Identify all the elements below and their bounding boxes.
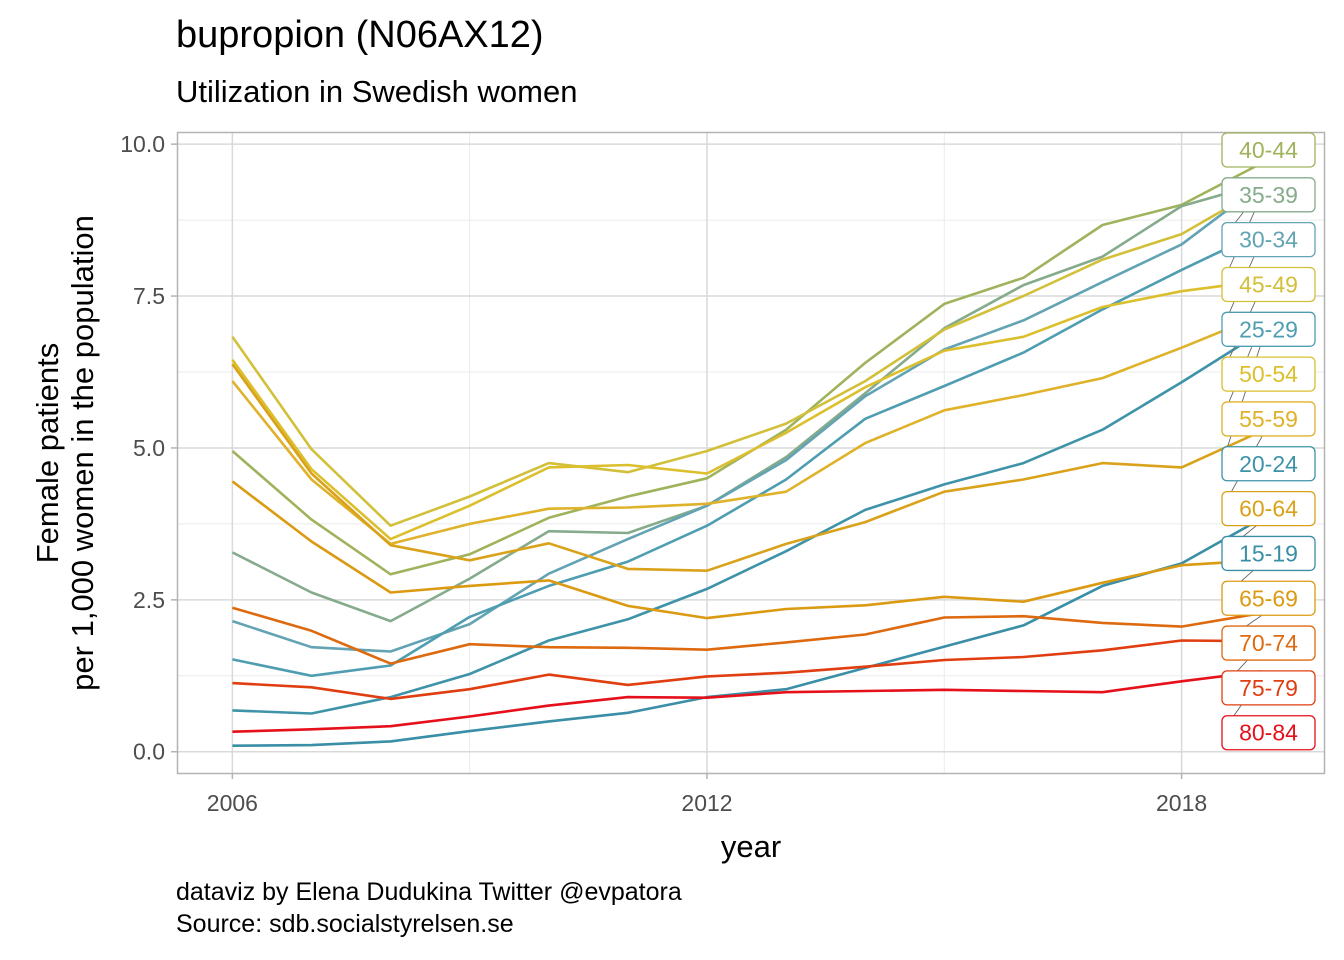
chart-subtitle: Utilization in Swedish women <box>176 74 578 109</box>
series-line-35-39 <box>231 182 1262 623</box>
series-label-40-44: 40-44 <box>1239 137 1298 163</box>
leader-line-20-24 <box>1221 332 1266 464</box>
x-tick-label: 2018 <box>1156 790 1207 816</box>
series-line-25-29 <box>232 231 1262 678</box>
y-axis: 0.0 2.5 5.0 7.5 10.0 <box>120 131 177 765</box>
caption: dataviz by Elena Dudukina Twitter @evpat… <box>176 876 682 940</box>
caption-credit: dataviz by Elena Dudukina Twitter @evpat… <box>176 878 682 906</box>
series-line-65-69 <box>231 480 1261 620</box>
y-tick-label: 7.5 <box>133 283 165 309</box>
series-label-30-34: 30-34 <box>1239 227 1298 253</box>
series-line-40-44 <box>231 162 1262 576</box>
x-axis: 2006 2012 2018 <box>207 773 1207 816</box>
series-label-box-80-84 <box>1221 715 1316 751</box>
y-tick-label: 5.0 <box>133 435 165 461</box>
series-label-box-70-74 <box>1221 625 1316 661</box>
series-label-box-35-39 <box>1221 177 1316 213</box>
series-lines <box>231 162 1262 747</box>
series-labels: 40-44 35-39 30-34 45-49 25-29 50-54 55-59 20-24… <box>1221 132 1316 751</box>
series-label-box-25-29 <box>1221 311 1316 347</box>
series-label-box-50-54 <box>1221 356 1316 392</box>
y-axis-title-line-2: per 1,000 women in the population <box>65 215 100 691</box>
series-line-70-74 <box>232 606 1261 665</box>
y-tick-label: 10.0 <box>120 131 165 157</box>
series-label-25-29: 25-29 <box>1239 316 1298 342</box>
y-axis-title-line-1: Female patients <box>30 343 65 564</box>
series-line-45-49 <box>231 187 1262 528</box>
series-label-box-60-64 <box>1221 490 1316 527</box>
series-line-55-59 <box>231 314 1262 546</box>
series-line-80-84 <box>232 670 1261 733</box>
series-label-box-15-19 <box>1221 535 1316 572</box>
series-line-75-79 <box>232 639 1261 701</box>
series-label-80-84: 80-84 <box>1239 720 1298 746</box>
minor-gridlines <box>177 132 1324 773</box>
series-label-50-54: 50-54 <box>1239 361 1298 387</box>
series-label-70-74: 70-74 <box>1239 630 1298 656</box>
chart-title: bupropion (N06AX12) <box>176 14 544 56</box>
x-axis-title: year <box>721 829 781 864</box>
series-label-35-39: 35-39 <box>1239 182 1298 208</box>
series-label-box-30-34 <box>1221 222 1316 258</box>
series-line-15-19 <box>232 517 1262 747</box>
series-label-box-65-69 <box>1221 580 1316 616</box>
plot-panel-border <box>176 131 1326 775</box>
series-label-60-64: 60-64 <box>1239 496 1298 522</box>
series-label-15-19: 15-19 <box>1239 540 1298 566</box>
series-label-box-55-59 <box>1221 401 1316 437</box>
caption-source: Source: sdb.socialstyrelsen.se <box>176 910 514 938</box>
series-label-65-69: 65-69 <box>1239 585 1298 611</box>
series-label-box-45-49 <box>1221 266 1316 303</box>
series-label-box-40-44 <box>1221 132 1316 168</box>
series-line-60-64 <box>231 363 1262 573</box>
series-label-55-59: 55-59 <box>1239 406 1298 432</box>
y-tick-label: 0.0 <box>133 739 165 765</box>
y-tick-label: 2.5 <box>133 587 165 613</box>
x-tick-label: 2006 <box>207 790 258 816</box>
series-label-45-49: 45-49 <box>1239 271 1298 297</box>
series-label-75-79: 75-79 <box>1239 675 1298 701</box>
series-label-20-24: 20-24 <box>1239 451 1298 477</box>
series-label-box-20-24 <box>1221 446 1316 482</box>
series-label-box-75-79 <box>1221 670 1316 706</box>
series-line-20-24 <box>232 331 1262 715</box>
series-line-50-54 <box>231 279 1261 541</box>
series-line-30-34 <box>231 183 1262 653</box>
x-tick-label: 2012 <box>681 790 732 816</box>
